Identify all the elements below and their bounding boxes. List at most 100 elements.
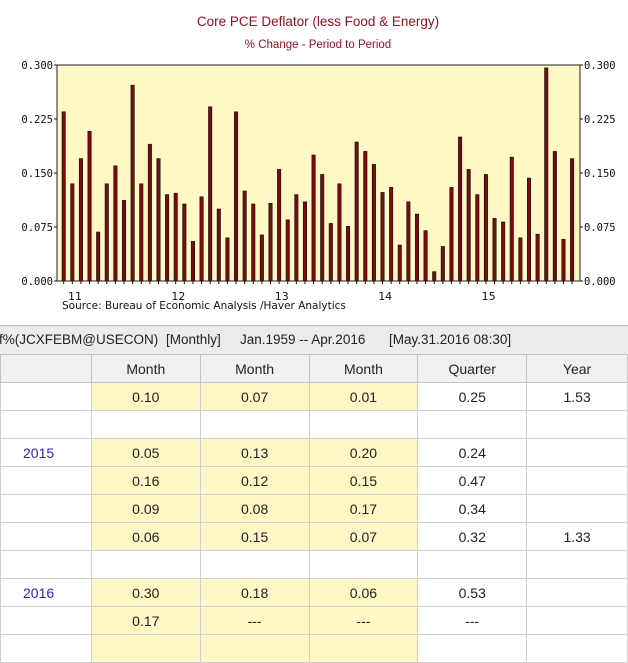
bar — [492, 218, 497, 282]
quarter-cell: 0.53 — [417, 578, 528, 607]
table-row: 0.09 0.08 0.17 0.34 — [0, 494, 628, 523]
bar — [440, 246, 445, 282]
bar — [294, 194, 299, 282]
month-cell: 0.20 — [308, 438, 419, 467]
quarter-cell: 0.47 — [417, 466, 528, 495]
table-row: 0.17 --- --- --- — [0, 606, 628, 635]
row-label — [0, 606, 92, 635]
x-tick-label: 13 — [275, 290, 289, 303]
bar — [483, 174, 488, 282]
quarter-cell — [417, 550, 528, 579]
chart-subtitle: % Change - Period to Period — [245, 39, 391, 51]
month-cell: 0.07 — [308, 522, 419, 551]
bar — [397, 244, 402, 282]
table-header-row: Month Month Month Quarter Year — [0, 354, 628, 383]
bar — [156, 158, 161, 282]
month-cell: --- — [199, 606, 310, 635]
bar — [458, 136, 463, 282]
bar — [251, 203, 256, 282]
bar — [363, 151, 368, 282]
bar — [225, 237, 230, 282]
bar — [182, 203, 187, 282]
bar — [561, 238, 566, 282]
bar — [518, 237, 523, 282]
quarter-cell: --- — [417, 606, 528, 635]
bar — [234, 111, 239, 282]
year-cell — [526, 438, 628, 467]
bar — [354, 141, 359, 282]
bar — [570, 158, 575, 282]
month-cell: 0.06 — [90, 522, 201, 551]
y-tick-label: 0.075 — [584, 222, 616, 234]
bar — [173, 192, 178, 282]
column-header-month: Month — [308, 354, 419, 383]
year-cell — [526, 606, 628, 635]
bar — [328, 223, 333, 282]
quarter-cell — [417, 410, 528, 439]
bar — [87, 130, 92, 282]
table-row — [0, 410, 628, 439]
bar — [122, 200, 127, 282]
row-label — [0, 550, 92, 579]
bar — [346, 225, 351, 282]
y-tick-label: 0.150 — [584, 168, 616, 180]
month-cell: 0.07 — [199, 382, 310, 411]
year-cell: 1.33 — [526, 522, 628, 551]
y-tick-label: 0.225 — [584, 114, 616, 126]
bar — [96, 231, 101, 282]
month-cell: 0.18 — [199, 578, 310, 607]
quarter-cell: 0.34 — [417, 494, 528, 523]
month-cell: 0.15 — [199, 522, 310, 551]
y-tick-label: 0.225 — [21, 114, 53, 126]
chart-title: Core PCE Deflator (less Food & Energy) — [197, 14, 439, 29]
bar — [70, 183, 75, 282]
chart-source: Source: Bureau of Economic Analysis /Hav… — [62, 300, 346, 312]
bar — [535, 233, 540, 282]
x-tick-label: 12 — [171, 290, 185, 303]
month-cell — [199, 410, 310, 439]
bar — [113, 165, 118, 282]
row-label — [0, 466, 92, 495]
month-cell: 0.05 — [90, 438, 201, 467]
table-row: 2015 0.05 0.13 0.20 0.24 — [0, 438, 628, 467]
bar — [526, 177, 531, 282]
y-tick-label: 0.300 — [21, 60, 53, 72]
bar — [475, 194, 480, 282]
row-label: 2016 — [0, 578, 92, 607]
month-cell: 0.16 — [90, 466, 201, 495]
month-cell — [308, 550, 419, 579]
month-cell: 0.10 — [90, 382, 201, 411]
bar — [277, 169, 282, 282]
bar — [147, 143, 152, 282]
bar — [544, 67, 549, 282]
y-tick-label: 0.000 — [21, 276, 53, 288]
bar — [199, 196, 204, 282]
month-cell — [308, 410, 419, 439]
bar — [423, 230, 428, 282]
frequency-label: [Monthly] — [166, 332, 221, 347]
table-row — [0, 550, 628, 579]
table-row: 2016 0.30 0.18 0.06 0.53 — [0, 578, 628, 607]
bar-chart: Core PCE Deflator (less Food & Energy) %… — [21, 14, 616, 312]
quarter-cell: 0.25 — [417, 382, 528, 411]
bar — [190, 241, 195, 282]
month-cell: --- — [308, 606, 419, 635]
bar-series — [61, 67, 575, 282]
bar — [130, 84, 135, 282]
month-cell: 0.13 — [199, 438, 310, 467]
month-cell — [90, 550, 201, 579]
y-tick-label: 0.000 — [584, 276, 616, 288]
month-cell: 0.01 — [308, 382, 419, 411]
month-cell: 0.06 — [308, 578, 419, 607]
bar — [104, 183, 109, 282]
month-cell: 0.17 — [308, 494, 419, 523]
month-cell: 0.30 — [90, 578, 201, 607]
bar — [337, 183, 342, 282]
series-code: f%(JCXFEBM@USECON) — [0, 332, 159, 347]
month-cell: 0.17 — [90, 606, 201, 635]
bar — [78, 158, 83, 282]
month-cell — [90, 410, 201, 439]
row-label — [0, 494, 92, 523]
table-row: 0.16 0.12 0.15 0.47 — [0, 466, 628, 495]
bar — [509, 156, 514, 282]
